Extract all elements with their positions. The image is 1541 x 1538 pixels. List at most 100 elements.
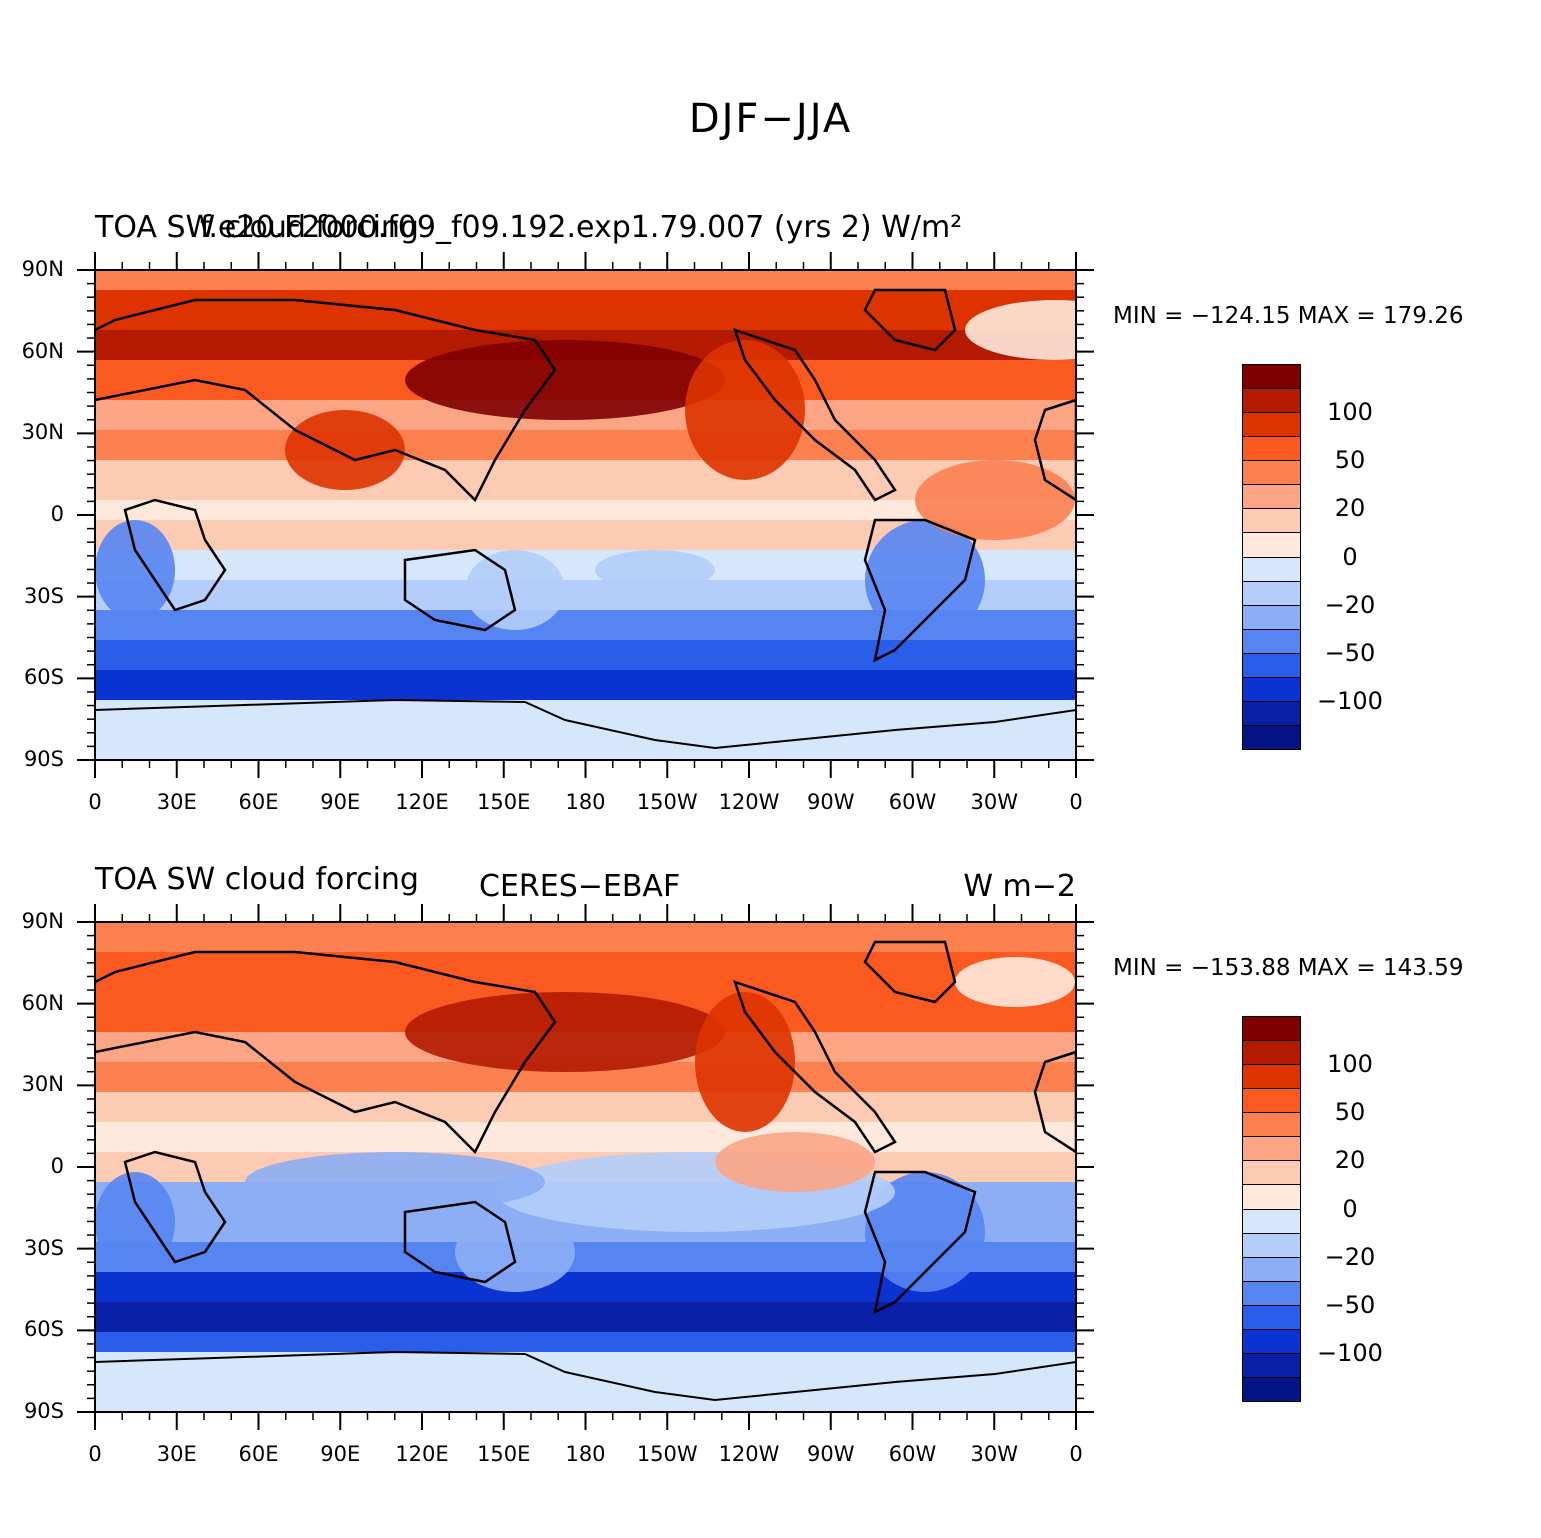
minmax-label: MIN = −124.15 MAX = 179.26 (1113, 303, 1464, 329)
coastline (95, 298, 557, 503)
lon-tick-label: 30W (970, 790, 1019, 814)
lon-tick-label: 60W (888, 790, 937, 814)
colorbar (1242, 1016, 1302, 1402)
lon-tick-label: 0 (88, 1442, 102, 1466)
lat-tick-label: 60N (21, 990, 64, 1015)
lon-tick-label: 30W (970, 1442, 1019, 1466)
panel-obs: TOA SW cloud forcing CERES−EBAF W m−2 MI… (0, 857, 1541, 1507)
field-blob (715, 1132, 875, 1192)
colorbar-swatch (1242, 700, 1301, 726)
field-blob (955, 957, 1075, 1007)
lat-tick-label: 30N (21, 420, 64, 445)
colorbar-swatch (1242, 460, 1301, 486)
colorbar-swatch (1242, 1184, 1301, 1210)
coastline (1033, 1050, 1076, 1154)
colorbar-swatch (1242, 1352, 1301, 1378)
coastline (863, 288, 957, 352)
field-band (95, 1302, 1076, 1332)
map-obs (95, 922, 1076, 1412)
colorbar-swatch (1242, 1280, 1301, 1306)
coastline (95, 950, 557, 1155)
colorbar-label: 0 (1342, 542, 1358, 571)
field-band (95, 1332, 1076, 1352)
field-blob (685, 340, 805, 480)
lon-tick-label: 0 (1069, 790, 1083, 814)
field-band (95, 640, 1076, 670)
colorbar-swatch (1242, 1136, 1301, 1162)
colorbar-swatch (1242, 580, 1301, 606)
field-band (95, 460, 1076, 500)
colorbar-swatch (1242, 1088, 1301, 1114)
colorbar-label: −20 (1324, 1242, 1376, 1271)
colorbar-label: 50 (1334, 1098, 1366, 1127)
lon-tick-label: 120E (395, 1442, 449, 1466)
lon-tick-label: 120W (718, 790, 780, 814)
field-band (95, 952, 1076, 992)
colorbar-swatch (1242, 724, 1301, 750)
colorbar-label: 100 (1327, 1050, 1373, 1079)
lat-tick-label: 60N (21, 338, 64, 363)
field-band (95, 290, 1076, 330)
lon-tick-label: 150E (477, 1442, 531, 1466)
colorbar-swatch (1242, 1160, 1301, 1186)
colorbar-swatch (1242, 676, 1301, 702)
field-blob (595, 550, 715, 590)
lon-tick-label: 90E (320, 1442, 361, 1466)
map-border (94, 921, 1077, 1413)
lon-tick-label: 120W (718, 1442, 780, 1466)
antarctica-outline (95, 698, 1076, 760)
colorbar-swatch (1242, 652, 1301, 678)
colorbar-swatch (1242, 1064, 1301, 1090)
coastline (123, 498, 227, 612)
lon-tick-label: 0 (1069, 1442, 1083, 1466)
lat-tick-label: 60S (23, 665, 64, 690)
lon-tick-label: 60E (238, 1442, 279, 1466)
lat-tick-label: 60S (23, 1317, 64, 1342)
colorbar (1242, 364, 1302, 750)
colorbar-swatch (1242, 1112, 1301, 1138)
lat-tick-label: 90N (21, 909, 64, 933)
lon-tick-label: 150E (477, 790, 531, 814)
coastline (1033, 398, 1076, 502)
colorbar-swatch (1242, 484, 1301, 510)
colorbar-swatch (1242, 532, 1301, 558)
colorbar-swatch (1242, 412, 1301, 438)
field-band (95, 1092, 1076, 1122)
coastline (863, 1170, 977, 1315)
field-band (95, 1122, 1076, 1152)
field-band (95, 500, 1076, 520)
panel-model: TOA SW cloud forcing f.e20.F2000.f09_f09… (0, 205, 1541, 855)
axes-frame (77, 904, 1094, 1430)
colorbar-label: 50 (1334, 446, 1366, 475)
minmax-label: MIN = −153.88 MAX = 143.59 (1113, 955, 1464, 981)
field-blob (465, 550, 565, 630)
field-blob (245, 1152, 545, 1212)
lat-tick-label: 0 (50, 502, 64, 526)
colorbar-swatch (1242, 1208, 1301, 1234)
colorbar-swatch (1242, 1232, 1301, 1258)
lat-tick-label: 30S (23, 583, 64, 608)
colorbar-label: 20 (1334, 1146, 1366, 1175)
colorbar-label: 0 (1342, 1194, 1358, 1223)
lon-tick-label: 90W (807, 790, 855, 814)
field-blob (405, 340, 725, 420)
field-blob (405, 992, 725, 1072)
colorbar-swatch (1242, 436, 1301, 462)
lat-tick-label: 90S (23, 1399, 64, 1423)
field-blob (285, 410, 405, 490)
panel-units-label: W m−2 (963, 869, 1076, 904)
lon-tick-label: 0 (88, 790, 102, 814)
colorbar-swatch (1242, 1304, 1301, 1330)
field-blob (455, 1212, 575, 1292)
lon-tick-label: 90E (320, 790, 361, 814)
coastline (863, 518, 977, 663)
lon-tick-label: 150W (636, 790, 698, 814)
lat-tick-label: 90S (23, 747, 64, 771)
lat-tick-label: 90N (21, 257, 64, 281)
panel-left-label: TOA SW cloud forcing (95, 210, 419, 245)
colorbar-swatch (1242, 1376, 1301, 1402)
lon-tick-label: 60E (238, 790, 279, 814)
map-model (95, 270, 1076, 760)
field-band (95, 670, 1076, 700)
lon-tick-label: 30E (156, 790, 197, 814)
